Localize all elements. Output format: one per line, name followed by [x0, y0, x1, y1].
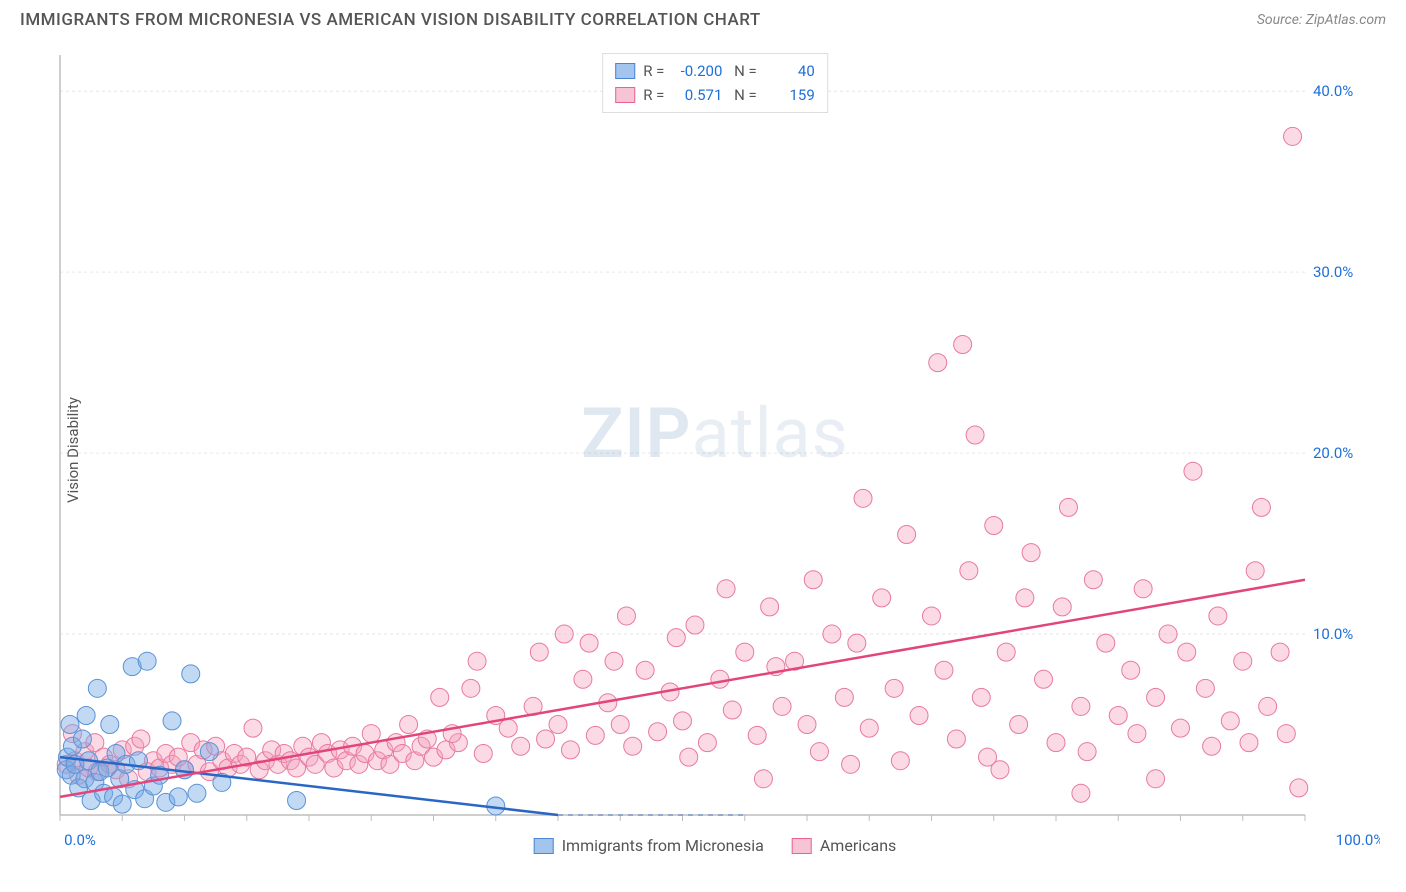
- stats-n-label-0: N =: [730, 59, 756, 83]
- svg-text:40.0%: 40.0%: [1313, 82, 1353, 100]
- stats-row-0: R = -0.200 N = 40: [615, 59, 815, 83]
- source-name: ZipAtlas.com: [1306, 12, 1386, 28]
- legend-label-1: Americans: [820, 836, 896, 855]
- stats-r-label-0: R =: [643, 59, 664, 83]
- legend-swatch-1: [792, 838, 812, 854]
- source-attribution: Source: ZipAtlas.com: [1257, 12, 1386, 28]
- chart-container: Vision Disability R = -0.200 N = 40 R = …: [50, 45, 1380, 855]
- stats-r-value-0: -0.200: [672, 59, 722, 83]
- legend-item-1: Americans: [792, 836, 896, 855]
- chart-header: IMMIGRANTS FROM MICRONESIA VS AMERICAN V…: [0, 0, 1406, 30]
- stats-n-value-1: 159: [765, 83, 815, 107]
- stats-n-value-0: 40: [765, 59, 815, 83]
- legend-item-0: Immigrants from Micronesia: [534, 836, 764, 855]
- svg-text:30.0%: 30.0%: [1313, 263, 1353, 281]
- stats-swatch-0: [615, 63, 635, 79]
- chart-title: IMMIGRANTS FROM MICRONESIA VS AMERICAN V…: [20, 10, 761, 30]
- scatter-plot-svg: 10.0% 20.0% 30.0% 40.0% 0.0% 100.0%: [50, 45, 1380, 855]
- svg-text:10.0%: 10.0%: [1313, 625, 1353, 643]
- source-prefix: Source:: [1257, 12, 1306, 28]
- svg-text:20.0%: 20.0%: [1313, 444, 1353, 462]
- bottom-legend: Immigrants from Micronesia Americans: [534, 836, 897, 855]
- svg-text:0.0%: 0.0%: [64, 831, 96, 849]
- stats-legend-box: R = -0.200 N = 40 R = 0.571 N = 159: [602, 53, 828, 113]
- stats-swatch-1: [615, 87, 635, 103]
- stats-r-value-1: 0.571: [672, 83, 722, 107]
- y-axis-label: Vision Disability: [64, 397, 82, 503]
- stats-n-label-1: N =: [730, 83, 756, 107]
- stats-r-label-1: R =: [643, 83, 664, 107]
- legend-swatch-0: [534, 838, 554, 854]
- svg-text:100.0%: 100.0%: [1336, 831, 1380, 849]
- legend-label-0: Immigrants from Micronesia: [562, 836, 764, 855]
- stats-row-1: R = 0.571 N = 159: [615, 83, 815, 107]
